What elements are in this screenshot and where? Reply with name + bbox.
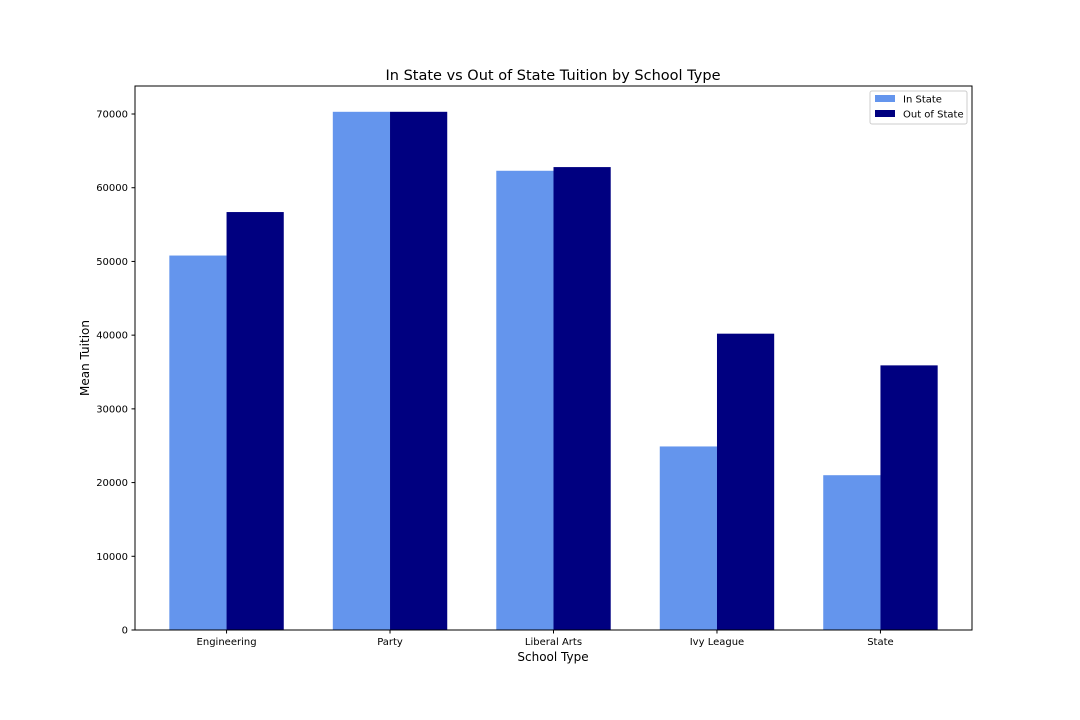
chart-title: In State vs Out of State Tuition by Scho… <box>386 68 721 84</box>
x-axis-ticks: Engineering Party Liberal Arts Ivy League St… <box>197 630 894 648</box>
x-tick-label-liberal-arts: Liberal Arts <box>525 637 582 648</box>
legend-swatch-out-of-state <box>875 110 895 117</box>
plot-frame <box>134 85 973 631</box>
bar-out-of-state-liberal-arts <box>553 167 611 630</box>
bar-out-of-state-engineering <box>226 212 284 631</box>
y-tick-label: 0 <box>122 626 128 637</box>
bar-in-state-ivy-league <box>659 446 717 630</box>
bar-out-of-state-ivy-league <box>716 333 775 630</box>
y-tick-label: 40000 <box>96 331 128 342</box>
bars-group <box>169 111 938 631</box>
y-axis-label: Mean Tuition <box>78 320 92 396</box>
x-tick-label-engineering: Engineering <box>197 637 257 648</box>
y-tick-label: 50000 <box>96 257 128 268</box>
y-tick-label: 10000 <box>96 552 128 563</box>
y-tick-label: 20000 <box>96 478 128 489</box>
legend-label-out-of-state: Out of State <box>903 110 964 121</box>
bar-in-state-engineering <box>169 255 227 630</box>
x-axis-label: School Type <box>517 650 588 664</box>
bar-out-of-state-state <box>880 365 938 630</box>
y-tick-label: 60000 <box>96 183 128 194</box>
x-tick-label-ivy-league: Ivy League <box>690 637 744 648</box>
legend-swatch-in-state <box>875 95 895 102</box>
legend-label-in-state: In State <box>903 95 942 106</box>
y-tick-label: 30000 <box>96 404 128 415</box>
bar-out-of-state-party <box>390 111 448 631</box>
legend: In State Out of State <box>869 90 968 125</box>
bar-in-state-state <box>823 475 881 630</box>
y-axis-ticks: 0 10000 20000 30000 40000 50000 60000 70000 <box>96 110 135 637</box>
x-tick-label-party: Party <box>377 637 403 648</box>
x-tick-label-state: State <box>867 637 893 648</box>
y-tick-label: 70000 <box>96 110 128 121</box>
bar-in-state-party <box>332 111 391 631</box>
bar-in-state-liberal-arts <box>496 170 554 630</box>
